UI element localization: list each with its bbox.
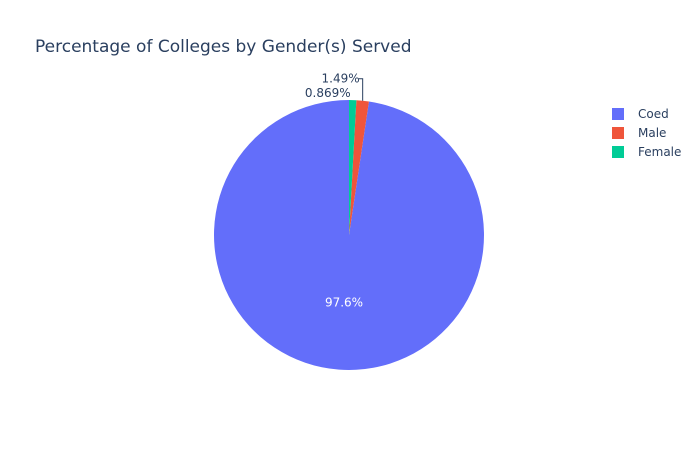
leader-line-male <box>358 78 364 101</box>
legend: Coed Male Female <box>612 107 681 159</box>
pie-slice-male[interactable] <box>349 100 369 235</box>
pie-slice-coed[interactable] <box>214 100 485 371</box>
pie-slices <box>214 100 485 371</box>
legend-label-coed[interactable]: Coed <box>638 107 669 121</box>
slice-label-coed: 97.6% <box>325 295 363 309</box>
slice-label-male: 1.49% <box>322 72 360 86</box>
pie-slice-female[interactable] <box>349 100 357 235</box>
legend-label-male[interactable]: Male <box>638 126 666 140</box>
slice-labels: 97.6% 1.49%0.869% <box>305 72 364 309</box>
legend-swatch-female[interactable] <box>612 146 624 158</box>
slice-label-female: 0.869% <box>305 86 351 100</box>
chart-title: Percentage of Colleges by Gender(s) Serv… <box>35 37 412 57</box>
legend-label-female[interactable]: Female <box>638 145 681 159</box>
legend-swatch-male[interactable] <box>612 127 624 139</box>
legend-swatch-coed[interactable] <box>612 108 624 120</box>
